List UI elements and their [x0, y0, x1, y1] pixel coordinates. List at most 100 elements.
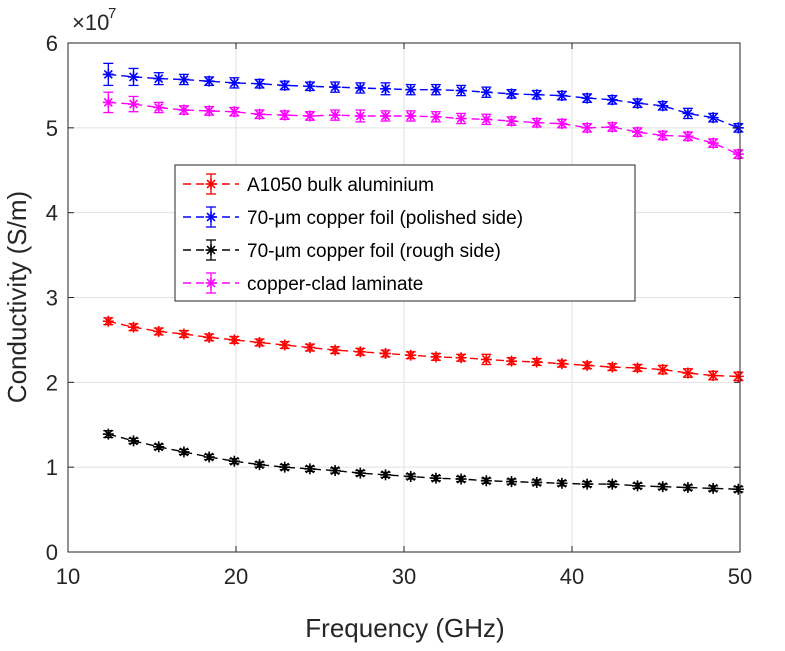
data-point [178, 104, 190, 116]
data-point [581, 359, 593, 371]
data-point [153, 101, 165, 113]
data-point [455, 352, 467, 364]
data-point [102, 96, 114, 108]
data-point [304, 110, 316, 122]
legend-entry: 70-μm copper foil (polished side) [183, 206, 523, 229]
data-point [506, 476, 518, 488]
data-point [506, 88, 518, 100]
x-tick-label: 20 [224, 564, 248, 589]
data-point [279, 339, 291, 351]
y-multiplier-exponent: 7 [108, 5, 116, 22]
y-multiplier-base: ×10 [72, 10, 109, 35]
data-point [228, 334, 240, 346]
data-point [354, 82, 366, 94]
x-tick-label: 40 [560, 564, 584, 589]
x-tick-label: 10 [56, 564, 80, 589]
data-point [430, 84, 442, 96]
data-point [178, 328, 190, 340]
data-point [380, 347, 392, 359]
data-point [531, 117, 543, 129]
legend-marker [205, 211, 217, 223]
data-point [203, 451, 215, 463]
series-layer [102, 62, 744, 495]
data-point [405, 110, 417, 122]
data-point [581, 122, 593, 134]
legend-marker [205, 277, 217, 289]
data-point [480, 475, 492, 487]
data-point [682, 482, 694, 494]
data-point [329, 465, 341, 477]
data-point [707, 112, 719, 124]
series-3 [102, 428, 744, 495]
legend-label: 70-μm copper foil (rough side) [247, 241, 501, 262]
data-point [203, 75, 215, 87]
data-point [707, 137, 719, 149]
data-point [279, 109, 291, 121]
data-point [254, 336, 266, 348]
data-point [581, 478, 593, 490]
data-point [405, 349, 417, 361]
data-point [102, 68, 114, 80]
data-point [128, 321, 140, 333]
x-axis-label: Frequency (GHz) [305, 613, 504, 643]
data-point [606, 94, 618, 106]
legend-label: copper-clad laminate [247, 274, 423, 295]
data-point [480, 353, 492, 365]
series-1 [102, 315, 744, 382]
data-point [153, 441, 165, 453]
data-point [657, 481, 669, 493]
data-point [228, 455, 240, 467]
data-point [531, 476, 543, 488]
data-point [632, 97, 644, 109]
data-point [430, 472, 442, 484]
data-point [128, 71, 140, 83]
legend-entry: A1050 bulk aluminium [183, 173, 434, 196]
data-point [102, 315, 114, 327]
legend-entry: 70-μm copper foil (rough side) [183, 239, 501, 262]
data-point [682, 130, 694, 142]
legend-marker [205, 244, 217, 256]
data-point [732, 370, 744, 382]
data-point [531, 89, 543, 101]
data-point [455, 113, 467, 125]
data-point [732, 148, 744, 160]
data-point [380, 110, 392, 122]
y-tick-label: 5 [46, 116, 58, 141]
data-point [632, 480, 644, 492]
data-point [228, 106, 240, 118]
legend-label: 70-μm copper foil (polished side) [247, 208, 523, 229]
data-point [128, 435, 140, 447]
data-point [556, 477, 568, 489]
legend: A1050 bulk aluminium 70-μm copper foil (p… [174, 164, 636, 302]
y-axis-label: Conductivity (S/m) [2, 191, 32, 403]
y-tick-label: 0 [46, 540, 58, 565]
series-4 [102, 91, 744, 160]
data-point [405, 84, 417, 96]
x-tick-label: 50 [728, 564, 752, 589]
data-point [556, 90, 568, 102]
data-point [279, 79, 291, 91]
y-tick-label: 1 [46, 455, 58, 480]
data-point [682, 367, 694, 379]
data-point [153, 325, 165, 337]
data-point [606, 121, 618, 133]
legend-entry: copper-clad laminate [183, 272, 423, 295]
data-point [480, 86, 492, 98]
legend-marker [205, 178, 217, 190]
data-point [203, 331, 215, 343]
y-tick-label: 2 [46, 370, 58, 395]
y-tick-label: 6 [46, 31, 58, 56]
data-point [329, 344, 341, 356]
data-point [203, 105, 215, 117]
data-point [304, 342, 316, 354]
y-tick-label: 3 [46, 286, 58, 311]
axis-ticks: 10 20 30 40 50 0 1 2 3 4 5 6 [46, 31, 752, 589]
data-point [480, 113, 492, 125]
data-point [279, 461, 291, 473]
data-point [707, 482, 719, 494]
data-point [354, 467, 366, 479]
data-point [102, 428, 114, 440]
data-point [329, 81, 341, 93]
data-point [304, 80, 316, 92]
